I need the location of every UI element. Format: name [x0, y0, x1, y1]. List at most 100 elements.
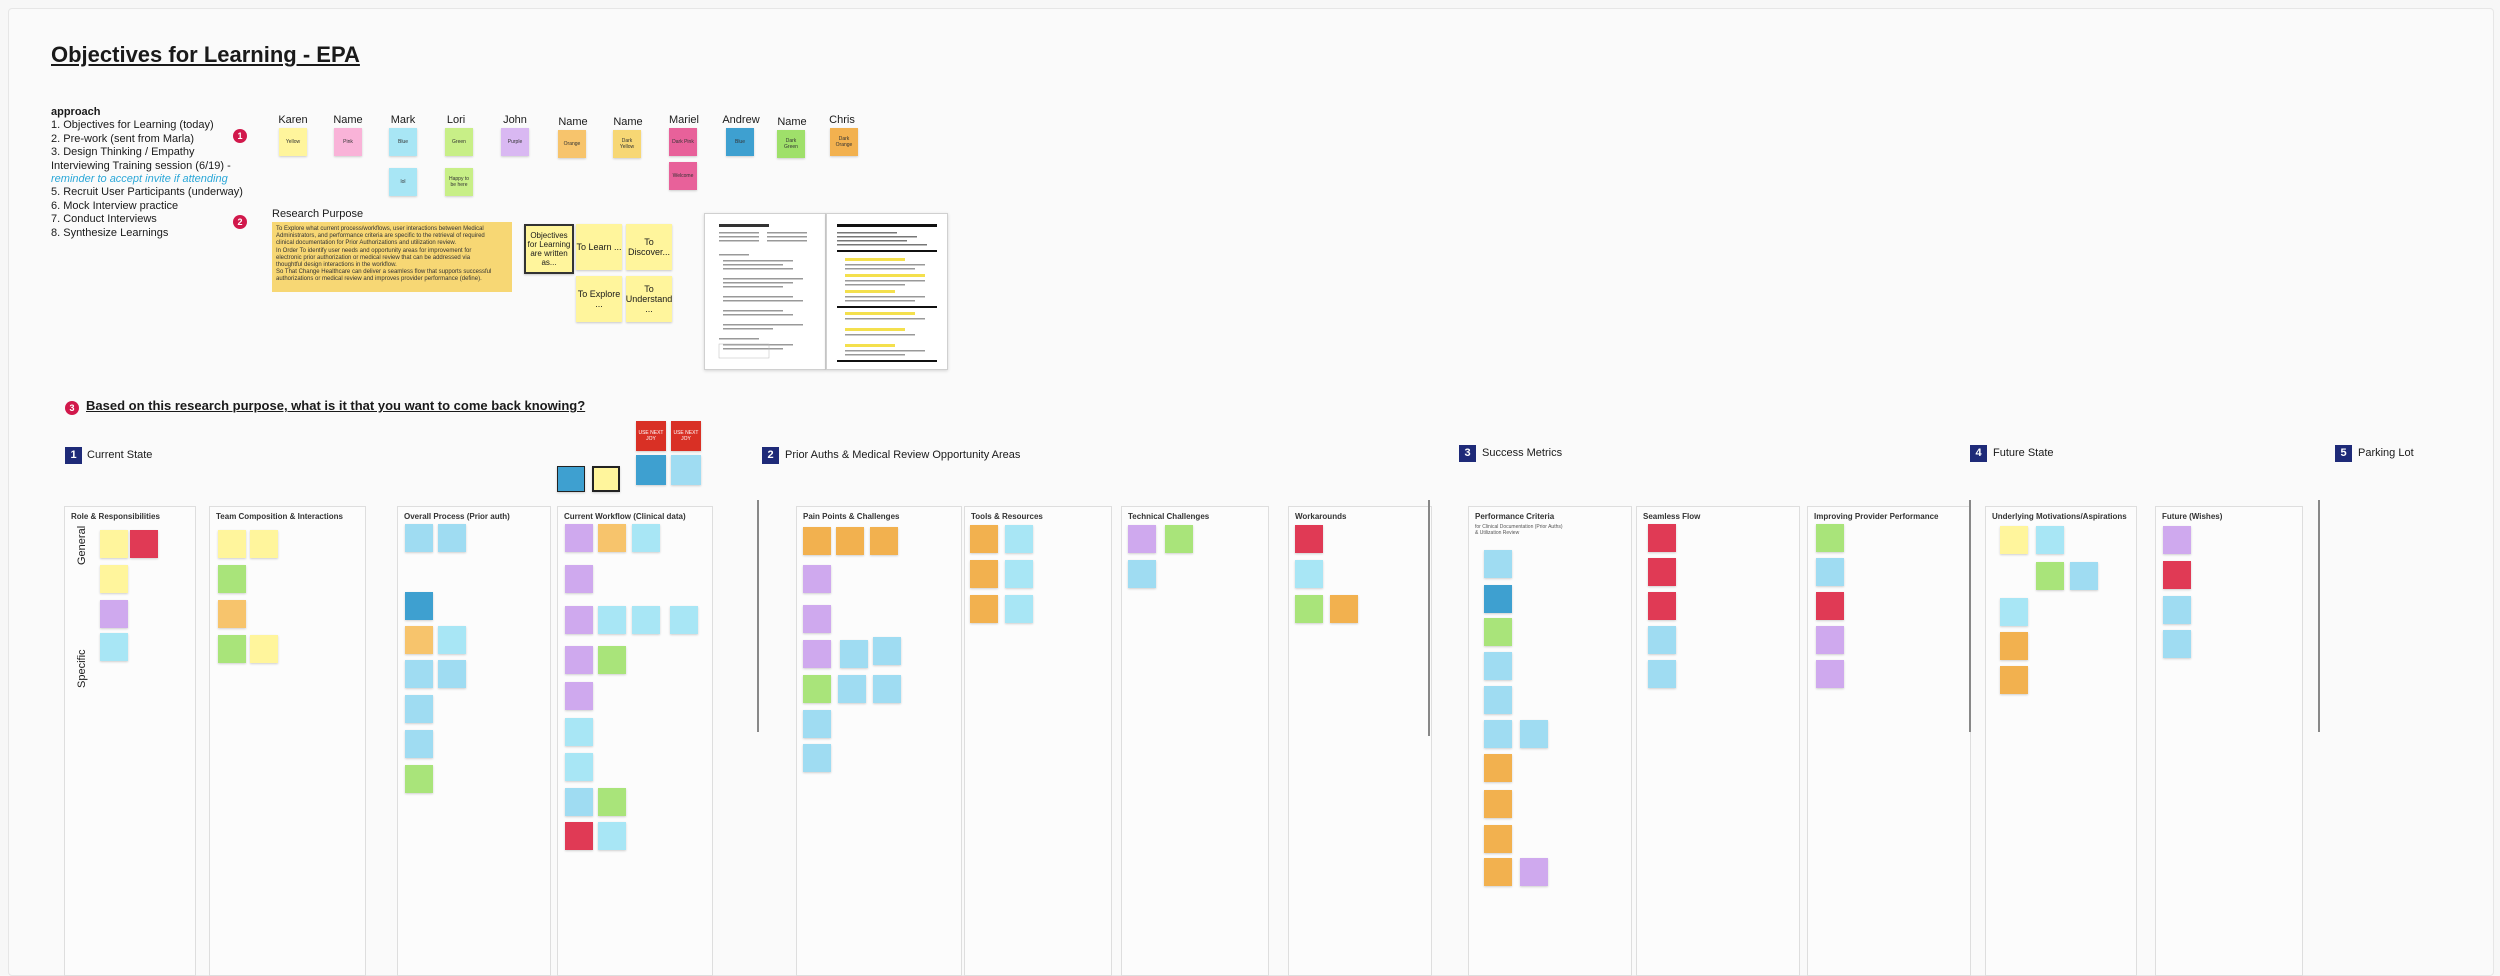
sticky-note[interactable] [1484, 720, 1512, 748]
person-sticky[interactable]: Green [445, 128, 473, 156]
person-sticky[interactable]: Dark Orange [830, 128, 858, 156]
sticky-note[interactable] [636, 455, 666, 485]
sticky-note[interactable] [598, 606, 626, 634]
sticky-note[interactable] [1165, 525, 1193, 553]
sticky-note[interactable] [2036, 562, 2064, 590]
sticky-note[interactable] [1484, 825, 1512, 853]
sticky-note[interactable] [1520, 720, 1548, 748]
sticky-note[interactable] [1484, 585, 1512, 613]
sticky-note[interactable] [100, 565, 128, 593]
person-sticky-extra[interactable]: Happy to be here [445, 168, 473, 196]
interview-guide-thumbnail[interactable] [826, 213, 948, 370]
sticky-note[interactable] [405, 765, 433, 793]
sticky-note[interactable] [870, 527, 898, 555]
sticky-note[interactable] [1648, 660, 1676, 688]
sticky-note[interactable] [970, 560, 998, 588]
discover-sticky[interactable]: To Discover... [626, 224, 672, 270]
sticky-note[interactable] [1816, 626, 1844, 654]
sticky-note[interactable] [803, 605, 831, 633]
learn-sticky[interactable]: To Learn ... [576, 224, 622, 270]
sticky-note[interactable] [803, 565, 831, 593]
sticky-note[interactable] [218, 635, 246, 663]
sticky-note[interactable] [405, 695, 433, 723]
sticky-note[interactable] [250, 530, 278, 558]
person-sticky[interactable]: Dark Yellow [613, 130, 641, 158]
sticky-note[interactable] [100, 530, 128, 558]
sticky-note[interactable] [565, 822, 593, 850]
sticky-note[interactable] [100, 600, 128, 628]
sticky-note[interactable] [1816, 660, 1844, 688]
sticky-note[interactable] [1128, 560, 1156, 588]
sticky-note[interactable] [2000, 666, 2028, 694]
sticky-note[interactable] [2163, 596, 2191, 624]
sticky-note[interactable] [2163, 630, 2191, 658]
sticky-note[interactable] [1005, 525, 1033, 553]
sticky-note[interactable] [1648, 626, 1676, 654]
sticky-note[interactable] [1484, 858, 1512, 886]
person-sticky[interactable]: Blue [389, 128, 417, 156]
sticky-note[interactable] [1484, 652, 1512, 680]
sticky-note[interactable] [632, 524, 660, 552]
sticky-note[interactable] [840, 640, 868, 668]
sticky-note[interactable] [803, 675, 831, 703]
sticky-note[interactable] [970, 595, 998, 623]
sticky-note[interactable] [1648, 524, 1676, 552]
sticky-note[interactable] [632, 606, 660, 634]
sticky-note[interactable] [405, 660, 433, 688]
person-sticky[interactable]: Dark Green [777, 130, 805, 158]
sticky-note[interactable] [218, 530, 246, 558]
person-sticky[interactable]: Yellow [279, 128, 307, 156]
research-purpose-note[interactable]: To Explore what current process/workflow… [272, 222, 512, 292]
sticky-note[interactable] [1816, 524, 1844, 552]
sticky-note[interactable] [565, 646, 593, 674]
sticky-note[interactable] [438, 660, 466, 688]
sticky-note[interactable] [670, 606, 698, 634]
sticky-note[interactable] [2163, 561, 2191, 589]
sticky-note[interactable] [873, 675, 901, 703]
sticky-note[interactable] [1005, 595, 1033, 623]
sticky-note[interactable] [970, 525, 998, 553]
sticky-note[interactable] [438, 626, 466, 654]
sticky-note[interactable] [218, 600, 246, 628]
objective-sticky[interactable]: Objectives for Learning are written as..… [524, 224, 574, 274]
sticky-note[interactable] [405, 626, 433, 654]
sticky-note[interactable] [1520, 858, 1548, 886]
sticky-note[interactable] [405, 524, 433, 552]
sticky-note[interactable] [1484, 754, 1512, 782]
use-next-sticky[interactable]: USE NEXT JOY [636, 421, 666, 451]
sticky-note[interactable] [565, 524, 593, 552]
approach-reminder-link[interactable]: reminder to accept invite if attending [51, 173, 228, 186]
sticky-note[interactable] [838, 675, 866, 703]
sticky-note[interactable] [218, 565, 246, 593]
sticky-note[interactable] [557, 466, 585, 492]
person-sticky[interactable]: Dark Pink [669, 128, 697, 156]
sticky-note[interactable] [1128, 525, 1156, 553]
sticky-note[interactable] [1648, 558, 1676, 586]
sticky-note[interactable] [1295, 595, 1323, 623]
person-sticky-extra[interactable]: Welcome [669, 162, 697, 190]
explore-sticky[interactable]: To Explore ... [576, 276, 622, 322]
sticky-note[interactable] [1648, 592, 1676, 620]
sticky-note[interactable] [100, 633, 128, 661]
person-sticky[interactable]: Pink [334, 128, 362, 156]
sticky-note[interactable] [565, 565, 593, 593]
sticky-note[interactable] [565, 753, 593, 781]
prework-document-thumbnail[interactable] [704, 213, 826, 370]
sticky-note[interactable] [565, 788, 593, 816]
sticky-note[interactable] [873, 637, 901, 665]
use-next-sticky[interactable]: USE NEXT JOY [671, 421, 701, 451]
sticky-note[interactable] [1484, 790, 1512, 818]
sticky-note[interactable] [1816, 592, 1844, 620]
sticky-note[interactable] [250, 635, 278, 663]
sticky-note[interactable] [803, 744, 831, 772]
frame-role-responsibilities[interactable]: Role & Responsibilities [64, 506, 196, 976]
sticky-note[interactable] [1330, 595, 1358, 623]
sticky-note[interactable] [1484, 550, 1512, 578]
sticky-note[interactable] [1816, 558, 1844, 586]
sticky-note[interactable] [803, 527, 831, 555]
sticky-note[interactable] [1484, 686, 1512, 714]
person-sticky[interactable]: Purple [501, 128, 529, 156]
sticky-note[interactable] [2000, 598, 2028, 626]
person-sticky[interactable]: Orange [558, 130, 586, 158]
person-sticky[interactable]: Blue [726, 128, 754, 156]
